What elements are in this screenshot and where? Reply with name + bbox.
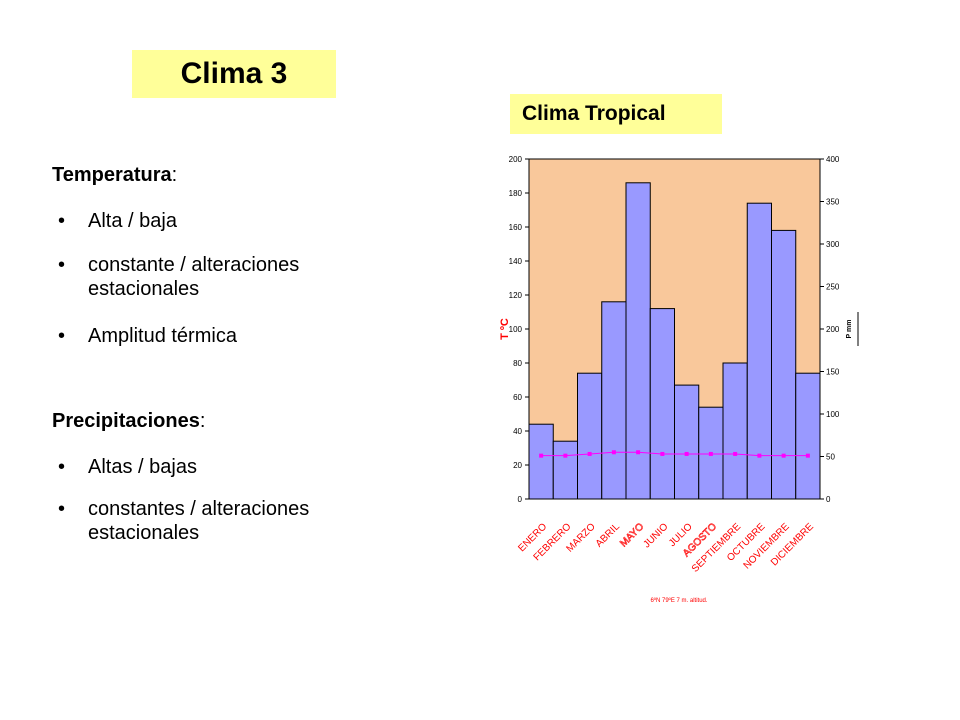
bullet-dot: • [58, 210, 66, 232]
left-tick-label: 160 [509, 223, 523, 232]
bar [528, 423, 554, 500]
right-tick-label: 400 [826, 155, 840, 164]
bullet-dot: • [58, 498, 66, 520]
left-tick-label: 100 [509, 325, 523, 334]
bar [649, 308, 675, 500]
bullet-text: Alta / baja [88, 210, 177, 232]
category-label: MAYO [618, 521, 646, 549]
temperature-heading-label: Temperatura [52, 164, 172, 186]
category-label: JUNIO [642, 521, 671, 550]
right-tick-label: 300 [826, 240, 840, 249]
precipitation-point [587, 451, 592, 456]
bullet-dot: • [58, 456, 66, 478]
left-tick-label: 40 [513, 427, 522, 436]
bar [746, 202, 772, 500]
precipitation-point [636, 450, 641, 455]
slide-title: Clima 3 [132, 50, 336, 98]
bar [674, 384, 700, 500]
bar [625, 182, 651, 500]
bullet-text: Altas / bajas [88, 456, 197, 478]
left-tick-label: 20 [513, 461, 522, 470]
left-axis-label: T ºC [499, 318, 511, 340]
left-tick-label: 60 [513, 393, 522, 402]
precipitation-point [781, 453, 786, 458]
bar [771, 229, 797, 500]
right-tick-label: 350 [826, 198, 840, 207]
bullet-dot: • [58, 325, 66, 347]
precipitation-point [660, 451, 665, 456]
bar [552, 440, 578, 500]
right-tick-label: 100 [826, 410, 840, 419]
bullet-text: constantes / alteraciones estacionales [88, 498, 310, 544]
chart-footnote: 6ºN 79ºE 7 m. altitud. [650, 597, 707, 604]
bar [722, 362, 748, 500]
left-tick-label: 0 [518, 495, 523, 504]
precipitation-point [563, 453, 568, 458]
left-tick-label: 120 [509, 291, 523, 300]
precipitation-point [805, 453, 810, 458]
left-tick-label: 140 [509, 257, 523, 266]
bullet-text: constante / alteraciones estacionales [88, 254, 300, 300]
left-tick-label: 180 [509, 189, 523, 198]
bar [601, 301, 627, 500]
right-axis-label: P mm [846, 320, 853, 339]
precipitation-point [708, 451, 713, 456]
right-tick-label: 200 [826, 325, 840, 334]
precipitation-heading: Precipitaciones: [52, 410, 205, 433]
right-tick-label: 0 [826, 495, 831, 504]
precipitation-heading-label: Precipitaciones [52, 410, 200, 432]
right-tick-label: 50 [826, 453, 835, 462]
bullet-dot: • [58, 254, 66, 276]
precipitation-point [539, 453, 544, 458]
right-tick-label: 150 [826, 368, 840, 377]
left-tick-label: 80 [513, 359, 522, 368]
bullet-text: Amplitud térmica [88, 325, 237, 347]
category-label: ABRIL [594, 521, 623, 550]
temperature-heading-colon: : [171, 164, 178, 186]
temperature-heading: Temperatura: [52, 164, 177, 187]
precipitation-point [733, 451, 738, 456]
bar [577, 372, 603, 500]
precipitation-line [541, 451, 808, 457]
bar [795, 372, 821, 500]
precipitation-point [684, 451, 689, 456]
chart-title: Clima Tropical [510, 94, 722, 134]
precipitation-point [611, 450, 616, 455]
precipitation-point [757, 453, 762, 458]
precipitation-heading-colon: : [199, 410, 206, 432]
left-tick-label: 200 [509, 155, 523, 164]
right-tick-label: 250 [826, 283, 840, 292]
